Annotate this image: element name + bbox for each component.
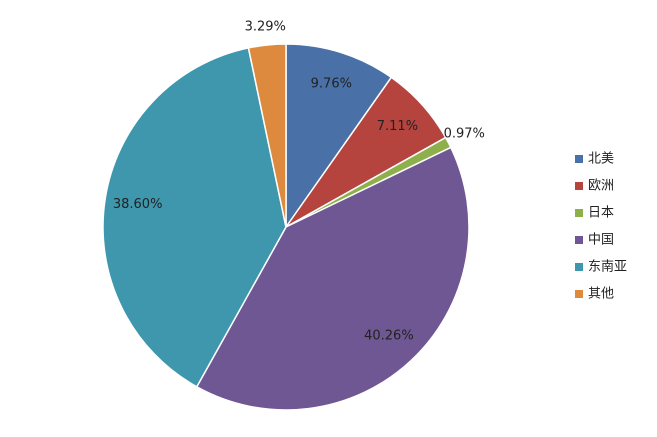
data-label: 9.76% xyxy=(311,76,352,91)
pie-slice xyxy=(102,47,287,388)
data-label: 3.29% xyxy=(245,20,286,35)
legend-label: 欧洲 xyxy=(588,179,614,194)
legend-swatch xyxy=(575,182,583,190)
legend-swatch xyxy=(575,209,583,217)
data-label: 7.11% xyxy=(377,119,418,134)
pie-slice xyxy=(195,146,470,411)
legend-label: 其他 xyxy=(588,287,614,302)
legend-swatch xyxy=(575,263,583,271)
data-label: 40.26% xyxy=(364,329,414,344)
legend-label: 中国 xyxy=(588,233,614,248)
legend-label: 日本 xyxy=(588,206,614,221)
legend-swatch xyxy=(575,290,583,298)
legend-swatch xyxy=(575,236,583,244)
data-label: 38.60% xyxy=(113,197,163,212)
pie-slice xyxy=(247,43,287,228)
data-label: 0.97% xyxy=(444,127,485,142)
legend-swatch xyxy=(575,155,583,163)
pie-slice xyxy=(285,43,393,230)
legend-label: 北美 xyxy=(588,152,614,167)
legend-label: 东南亚 xyxy=(588,259,627,275)
